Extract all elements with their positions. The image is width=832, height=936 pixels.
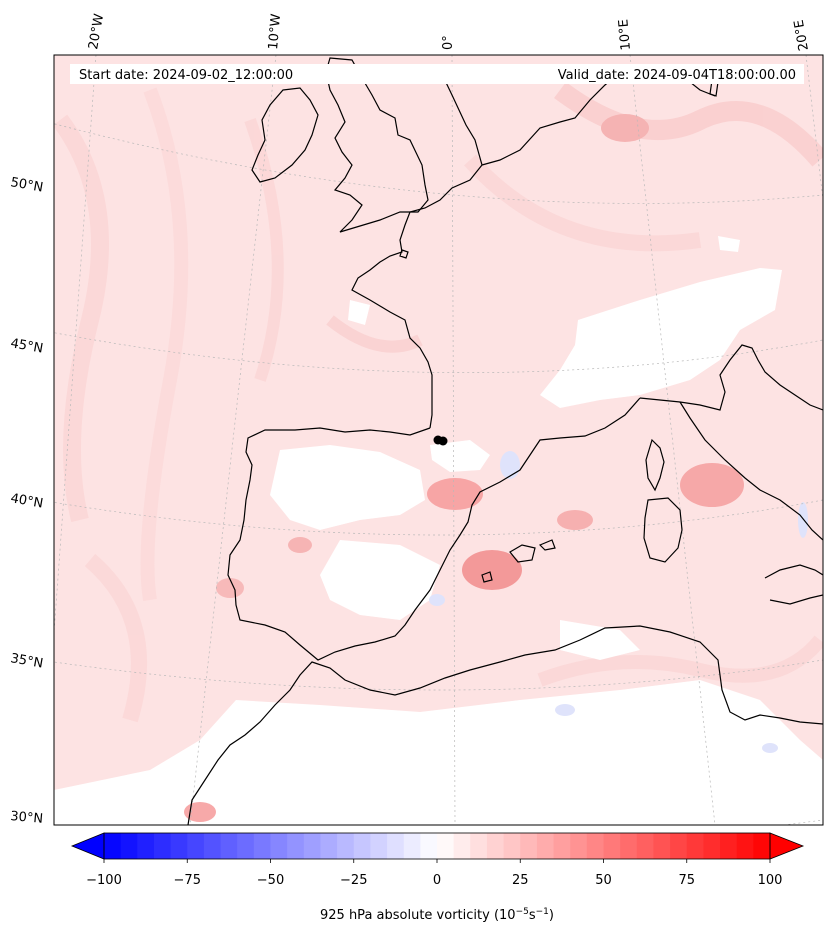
coast-ireland [251,87,319,183]
colorbar-segment [270,833,288,859]
coast-menorca [538,539,556,551]
lon-label-20e: 20°E [792,19,812,52]
colorbar-segment [503,833,521,859]
colorbar-segment [670,833,688,859]
coast-sardinia [643,497,683,563]
colorbar-segment [536,833,555,859]
colorbar-label-mid: s [529,908,536,923]
lon-label-10w: 10°W [266,13,284,50]
colorbar-label-main: 925 hPa absolute vorticity (10 [320,908,516,923]
coast-italy [679,401,823,541]
colorbar-tick-label: 0 [433,873,441,888]
colorbar-segment [320,833,338,859]
colorbar-segment [720,833,738,859]
colorbar-tick-label: 25 [512,873,529,888]
colorbar-segment [153,833,172,859]
colorbar-segment [237,833,255,859]
lat-label-40n: 40°N [9,491,44,511]
colorbar-segment [170,833,188,859]
colorbar-tick-label: −50 [257,873,284,888]
colorbar-segment [387,833,405,859]
colorbar-label-end: ) [549,908,554,923]
colorbar-segment [120,833,138,859]
coast-ibiza [481,571,493,583]
location-marker [433,435,448,446]
colorbar-tick-label: −100 [86,873,122,888]
colorbar-tick-label: −25 [340,873,367,888]
coast-france-north [351,69,483,429]
colorbar-extend-right [769,832,805,860]
negative-vorticity-spots [429,451,808,753]
map-panel [54,55,823,825]
colorbar-segments [104,833,771,859]
colorbar-segment [636,833,654,859]
colorbar-ticks: −100 −75 −50 −25 0 25 50 75 100 [86,859,782,888]
latitude-labels: 50°N 45°N 40°N 35°N 30°N [9,175,44,827]
near-zero-areas [54,236,823,825]
colorbar-segment [253,833,271,859]
colorbar-segment [287,833,305,859]
colorbar-segment [520,833,538,859]
colorbar-segment [220,833,238,859]
lat-label-50n: 50°N [9,175,44,195]
colorbar-segment [486,833,505,859]
info-bar-background [70,64,804,84]
colorbar-extend-left [70,832,105,860]
coast-corsica [645,438,665,492]
colorbar-segment [420,833,438,859]
colorbar-segment [403,833,421,859]
colorbar-segment [137,833,155,859]
colorbar-segment [703,833,721,859]
colorbar-segment [736,833,754,859]
colorbar-label-exp1: −5 [516,907,529,917]
lon-label-20w: 20°W [86,13,107,51]
colorbar-segment [453,833,471,859]
colorbar-segment [303,833,321,859]
colorbar-tick-label: 75 [678,873,695,888]
lon-label-10e: 10°E [616,19,634,51]
colorbar-tick-label: 50 [595,873,612,888]
coast-iberia [227,397,641,661]
colorbar-segment [437,833,455,859]
colorbar-segment [686,833,704,859]
coast-great-britain [325,57,429,233]
longitude-labels: 20°W 10°W 0° 10°E 20°E [86,13,812,52]
info-bar: Start date: 2024-09-02_12:00:00 Valid_da… [70,64,804,84]
colorbar-segment [553,833,571,859]
map-frame [53,54,824,826]
colorbar-segment [203,833,222,859]
valid-date-text: Valid_date: 2024-09-04T18:00:00.00 [558,68,796,83]
colorbar-label: 925 hPa absolute vorticity (10−5s−1) [320,907,554,923]
colorbar-segment [570,833,588,859]
lat-label-45n: 45°N [9,336,44,356]
colorbar-segment [353,833,371,859]
coast-gulf-of-lion [639,344,823,411]
colorbar-segment [653,833,671,859]
colorbar-segment [337,833,355,859]
coast-mallorca [509,544,536,563]
start-date-text: Start date: 2024-09-02_12:00:00 [79,68,293,83]
lat-label-30n: 30°N [10,809,44,827]
colorbar-segment [753,833,771,859]
lon-label-0: 0° [441,35,456,50]
positive-vorticity-cores [184,114,744,822]
colorbar-tick-label: −75 [174,873,201,888]
colorbar-label-exp2: −1 [536,907,549,917]
colorbar-segment [370,833,388,859]
coast-north-africa [187,625,823,825]
colorbar: −100 −75 −50 −25 0 25 50 75 100 925 hPa absolute… [70,832,805,923]
graticule [54,55,823,825]
vorticity-field-texture [54,81,823,723]
colorbar-segment [586,833,604,859]
coastlines [187,57,823,825]
lat-label-35n: 35°N [9,651,44,671]
colorbar-segment [603,833,621,859]
colorbar-segment [470,833,488,859]
colorbar-segment [620,833,638,859]
colorbar-segment [104,833,122,859]
colorbar-tick-label: 100 [758,873,783,888]
coast-sicily [764,564,823,605]
colorbar-segment [187,833,205,859]
